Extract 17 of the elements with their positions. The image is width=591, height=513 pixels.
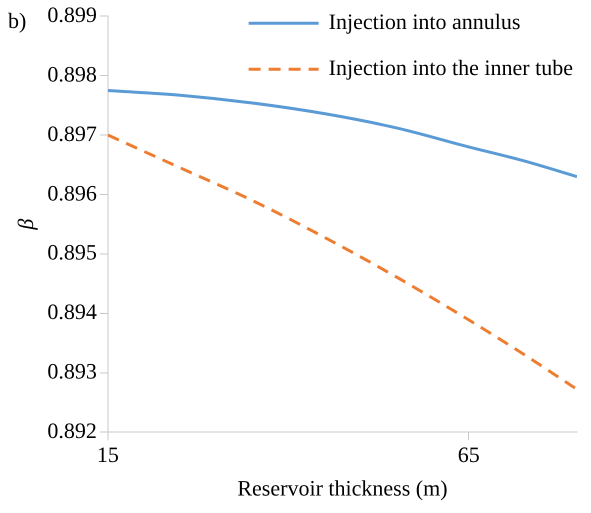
legend-label: Injection into annulus xyxy=(328,8,520,34)
x-axis-title: Reservoir thickness (m) xyxy=(237,476,448,501)
y-tick-label: 0.893 xyxy=(47,358,97,384)
text: b) xyxy=(8,8,26,34)
line-series xyxy=(108,134,577,391)
y-tick-label: 0.899 xyxy=(47,2,97,27)
x-tick-label: 65 xyxy=(458,442,480,468)
x-tick-label: 15 xyxy=(96,442,119,468)
y-tick-label: 0.897 xyxy=(47,120,97,146)
legend-label: Injection into the inner tube xyxy=(328,54,573,80)
line-series xyxy=(108,88,577,178)
y-tick-label: 0.895 xyxy=(47,240,97,265)
y-axis-title: β xyxy=(12,218,38,231)
y-tick-label: 0.894 xyxy=(47,299,97,324)
y-tick-label: 0.892 xyxy=(47,418,97,443)
y-tick-label: 0.896 xyxy=(47,180,97,206)
y-tick-label: 0.898 xyxy=(47,61,97,86)
